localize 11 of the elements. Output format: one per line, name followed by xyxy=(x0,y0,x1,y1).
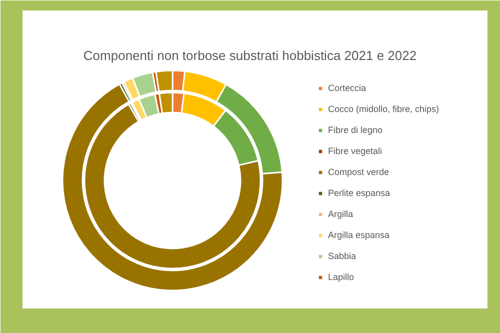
legend-label: Fibre vegetali xyxy=(328,145,382,157)
legend-label: Lapillo xyxy=(328,271,354,283)
legend-label: Cocco (midollo, fibre, chips) xyxy=(328,103,440,115)
legend-label: Fibre di legno xyxy=(328,124,383,136)
chart-title: Componenti non torbose substrati hobbistica 2021 e 2022 xyxy=(83,48,417,63)
legend-label: Argilla espansa xyxy=(328,229,390,241)
legend-label: Corteccia xyxy=(328,82,366,94)
legend-label: Argilla xyxy=(328,208,354,220)
legend-label: Compost verde xyxy=(328,166,390,178)
legend-label: Perlite espansa xyxy=(328,187,390,199)
legend-label: Sabbia xyxy=(328,250,356,262)
